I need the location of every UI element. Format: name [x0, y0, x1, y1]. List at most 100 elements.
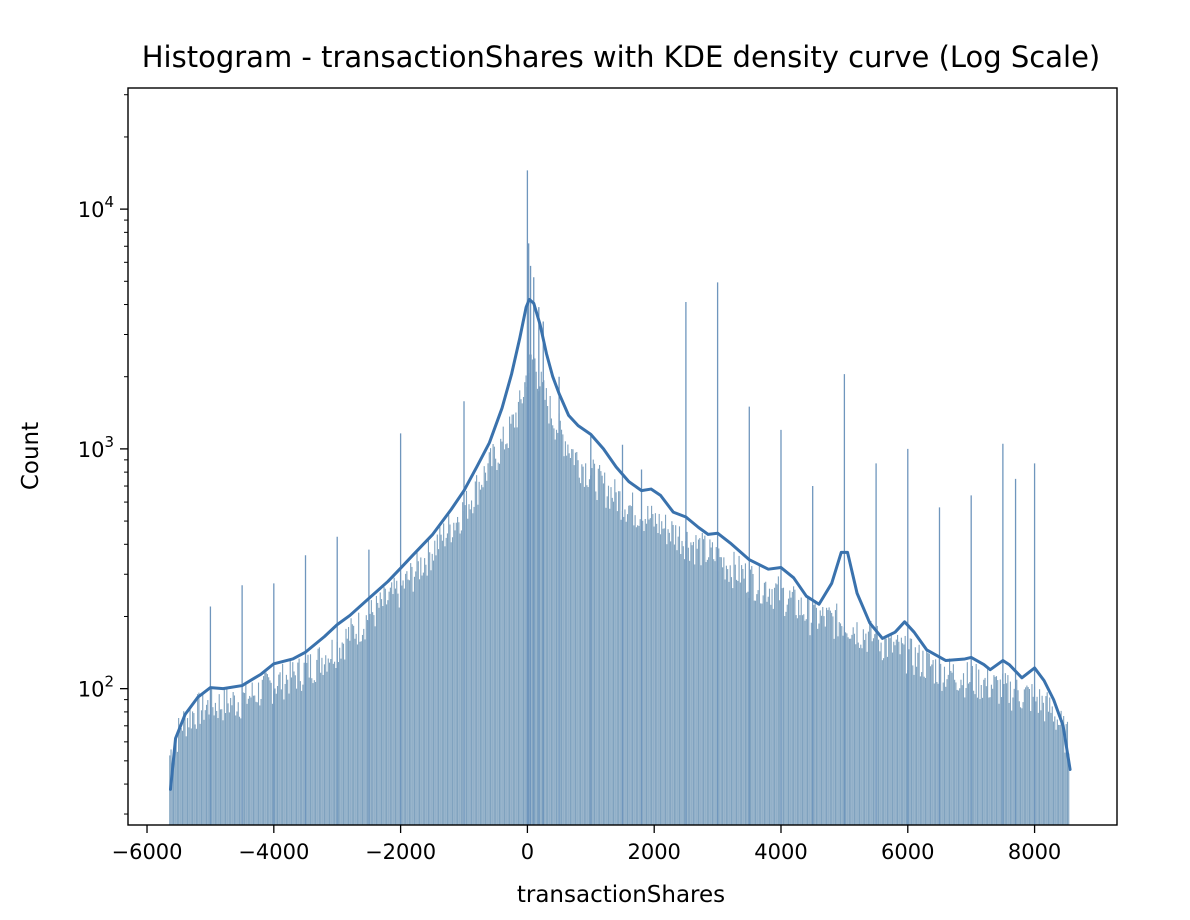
histogram-bar: [846, 633, 848, 825]
histogram-bar: [1023, 689, 1025, 825]
histogram-bar: [1031, 684, 1033, 825]
histogram-bar: [311, 678, 313, 825]
histogram-bar: [566, 455, 568, 825]
histogram-bar: [178, 718, 180, 825]
histogram-bar: [890, 633, 892, 825]
histogram-bar: [359, 641, 361, 825]
histogram-bar: [438, 549, 440, 825]
histogram-bar: [978, 669, 980, 825]
histogram-bar: [842, 635, 844, 825]
histogram-bar: [918, 644, 920, 825]
histogram-bar: [298, 658, 300, 825]
histogram-bar: [468, 504, 470, 825]
histogram-bar: [725, 565, 727, 825]
histogram-bar: [257, 682, 260, 825]
histogram-bar: [567, 444, 569, 825]
histogram-bar: [200, 710, 203, 825]
histogram-bar: [1035, 701, 1037, 825]
histogram-bar: [585, 463, 587, 825]
histogram-bar: [874, 634, 876, 825]
histogram-bar: [482, 487, 484, 825]
histogram-bar: [734, 564, 736, 825]
histogram-bar: [509, 416, 511, 825]
histogram-bar: [193, 713, 195, 825]
histogram-bar: [492, 444, 494, 825]
histogram-bar: [332, 663, 334, 825]
histogram-bar: [284, 683, 286, 825]
histogram-bar: [1016, 679, 1018, 825]
histogram-bar: [795, 615, 797, 825]
histogram-bar: [592, 459, 594, 825]
histogram-bar: [345, 628, 347, 825]
histogram-bar: [916, 666, 918, 825]
histogram-bar: [346, 638, 348, 825]
histogram-bar: [614, 479, 616, 825]
histogram-bar: [1025, 687, 1027, 825]
histogram-bar: [274, 688, 276, 825]
histogram-bar: [562, 434, 564, 825]
histogram-bar: [1051, 706, 1053, 825]
histogram-bar: [294, 675, 296, 825]
histogram-bar: [1052, 721, 1055, 825]
histogram-bar: [572, 449, 574, 825]
histogram-bar: [341, 642, 343, 825]
histogram-bar: [656, 523, 658, 825]
histogram-bar: [363, 628, 365, 825]
histogram-bar: [353, 625, 355, 825]
histogram-bar: [1045, 696, 1047, 825]
histogram-bar: [761, 603, 763, 825]
histogram-bar: [488, 452, 490, 825]
histogram-bar: [211, 688, 213, 825]
histogram-bar: [965, 688, 967, 825]
histogram-bar: [990, 684, 992, 825]
histogram-bar: [365, 615, 367, 825]
histogram-bar: [358, 612, 360, 825]
histogram-bar: [507, 447, 509, 825]
histogram-bar: [680, 553, 682, 825]
histogram-bar: [487, 463, 489, 825]
histogram-bar: [582, 466, 584, 825]
histogram-bar: [936, 681, 938, 825]
histogram-bar: [893, 641, 895, 825]
histogram-bar: [828, 607, 830, 825]
histogram-bar: [325, 655, 327, 825]
histogram-bar: [955, 682, 957, 825]
histogram-bar: [697, 539, 700, 825]
histogram-bar: [1017, 690, 1019, 825]
histogram-bar: [949, 658, 951, 825]
histogram-bar: [1026, 685, 1028, 825]
histogram-bar: [183, 711, 185, 825]
histogram-bar: [696, 548, 698, 825]
histogram-bar: [217, 718, 219, 825]
histogram-bar: [249, 695, 251, 825]
histogram-bar: [607, 485, 610, 825]
histogram-bar: [464, 505, 466, 825]
histogram-bar: [966, 662, 968, 825]
histogram-bar: [975, 663, 977, 825]
histogram-bar: [356, 644, 358, 825]
histogram-bar: [216, 710, 218, 825]
histogram-bar: [484, 472, 487, 825]
histogram-bar: [889, 638, 891, 825]
histogram-bar: [478, 481, 480, 825]
histogram-bar: [373, 615, 375, 825]
histogram-bar: [247, 698, 249, 825]
histogram-bar: [372, 612, 374, 825]
histogram-bar: [354, 638, 356, 825]
histogram-bar: [730, 577, 733, 825]
histogram-bar: [417, 561, 419, 825]
histogram-bar: [387, 600, 389, 825]
histogram-bar: [649, 518, 651, 825]
histogram-bar: [611, 497, 613, 825]
histogram-bar: [227, 703, 229, 825]
histogram-bar: [852, 627, 854, 825]
histogram-bar: [195, 728, 197, 825]
histogram-bar: [283, 699, 285, 825]
histogram-bar: [500, 438, 502, 825]
histogram-bar: [506, 443, 508, 825]
histogram-bar: [174, 743, 176, 825]
histogram-bar: [763, 582, 765, 825]
histogram-bar: [1012, 697, 1014, 825]
histogram-bar: [711, 542, 714, 825]
histogram-bar: [624, 509, 626, 825]
